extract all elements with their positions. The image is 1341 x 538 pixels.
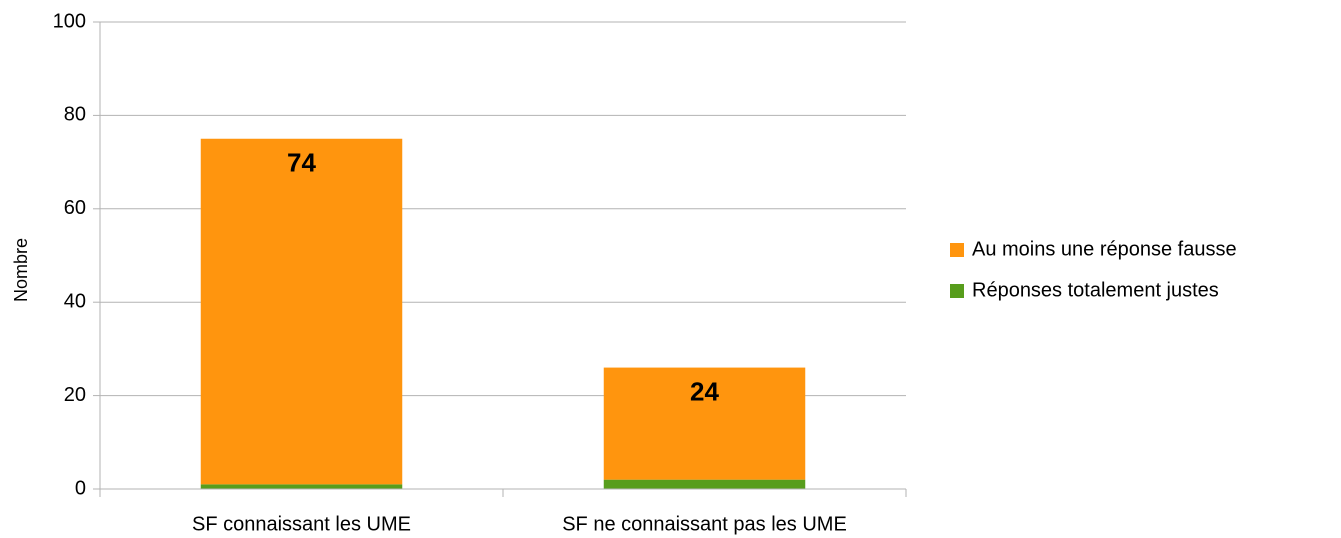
legend-swatch (950, 243, 964, 257)
bar-segment (200, 138, 403, 485)
y-tick-label: 60 (64, 197, 86, 219)
bar-segment (603, 479, 806, 489)
legend-label: Réponses totalement justes (972, 279, 1219, 301)
y-tick-label: 0 (75, 477, 86, 499)
y-tick-label: 40 (64, 290, 86, 312)
bar-segment (603, 367, 806, 480)
y-tick-label: 100 (53, 10, 86, 32)
y-tick-label: 80 (64, 104, 86, 126)
x-tick-label: SF connaissant les UME (192, 513, 411, 535)
y-axis-label: Nombre (11, 238, 31, 302)
data-label: 74 (287, 148, 316, 178)
x-tick-label: SF ne connaissant pas les UME (562, 513, 847, 535)
legend-label: Au moins une réponse fausse (972, 238, 1237, 260)
legend-swatch (950, 284, 964, 298)
bar-segment (200, 484, 403, 489)
data-label: 24 (690, 376, 719, 406)
y-tick-label: 20 (64, 384, 86, 406)
